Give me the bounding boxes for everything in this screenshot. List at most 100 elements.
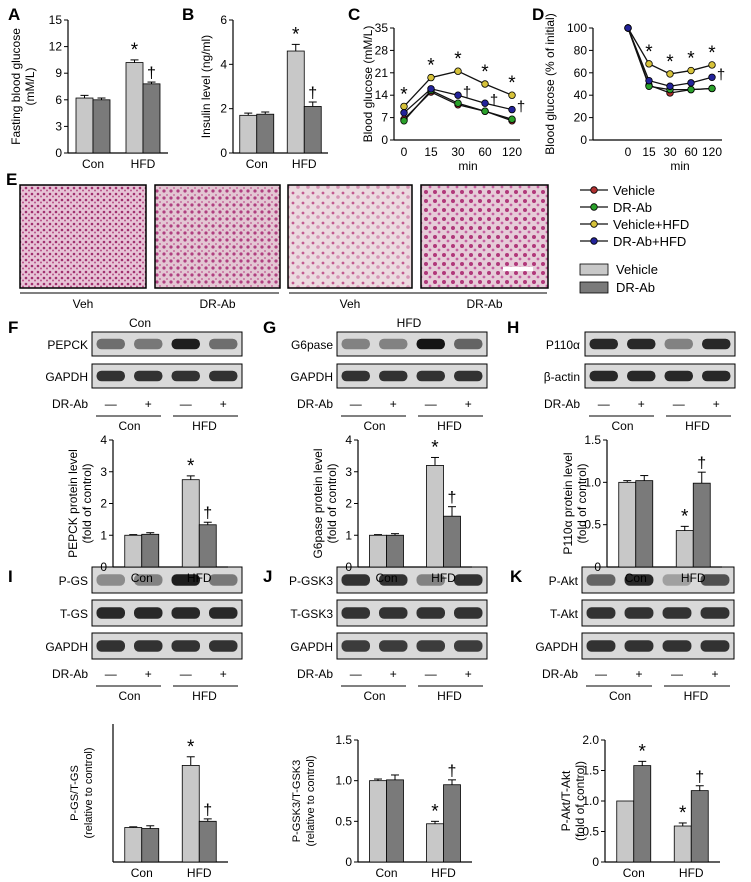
bar: [386, 534, 404, 568]
significance-mark: †: [717, 66, 725, 83]
blot-band: [341, 370, 370, 382]
y-tick-label: 9: [55, 66, 62, 80]
treatment-sign: —: [425, 397, 437, 411]
legend-marker: [590, 203, 598, 211]
significance-mark: †: [203, 802, 212, 819]
y-tick-label: 1.0: [582, 794, 599, 808]
significance-mark: *: [666, 52, 674, 73]
x-tick-label: HFD: [187, 866, 212, 880]
bar-chart-J: 0 0.5 1.0 1.5 P-GSK3/T-GSK3 (relative to cont…: [291, 733, 472, 880]
bar-chart-H: 0 0.5 1.0 1.5 P110α protein level (fold of co…: [561, 433, 722, 585]
series-point: [481, 80, 489, 88]
blot-band: [209, 338, 238, 350]
significance-mark: †: [463, 84, 471, 101]
panel-letter-H: H: [507, 318, 519, 337]
blot-row-label: PEPCK: [47, 338, 88, 352]
significance-mark: *: [187, 737, 195, 758]
y-tick-label: 20: [574, 111, 588, 125]
treatment-sign: +: [390, 397, 397, 411]
bar: [616, 800, 635, 863]
blot-band: [209, 607, 238, 619]
y-axis-label: Fasting blood glucose: [9, 28, 23, 145]
blot-band: [134, 607, 163, 619]
group-label: HFD: [685, 419, 710, 433]
bar-chart-B: 0 2 4 6 Insulin level (ng/ml) Con HFD * †: [199, 13, 328, 171]
blot-band: [134, 640, 163, 652]
y-axis-label: Insulin level (ng/ml): [199, 35, 213, 138]
bar: [124, 827, 143, 863]
blot-row-label: GAPDH: [45, 640, 88, 654]
bar-chart-F: 0 1 2 3 4 PEPCK protein level (fold of control…: [66, 433, 228, 585]
treatment-sign: —: [105, 667, 117, 681]
treatment-sign: —: [425, 667, 437, 681]
series-point: [454, 67, 462, 75]
histology-group-label: HFD: [397, 316, 422, 330]
treatment-sign: —: [350, 667, 362, 681]
y-axis-label: PEPCK protein level: [66, 449, 80, 558]
y-axis-label-unit: (mM/L): [23, 68, 37, 106]
western-blot-I: P-GS T-GS GAPDH DR-Ab — + — + Con HFD: [45, 566, 243, 703]
series-point: [708, 84, 716, 93]
y-tick-label: 0: [100, 560, 107, 574]
blot-band: [171, 607, 200, 619]
y-axis-label-unit: (fold of control): [573, 761, 587, 841]
western-blot-G: G6pase GAPDH DR-Ab — + — + Con HFD: [290, 331, 488, 433]
blot-band: [416, 640, 445, 652]
significance-mark: *: [131, 40, 139, 61]
y-tick-label: 2.0: [582, 733, 599, 747]
x-tick-label: 30: [451, 145, 465, 159]
blot-band: [209, 574, 238, 586]
y-axis-label-unit: (fold of control): [80, 463, 94, 543]
x-tick-label: HFD: [679, 866, 704, 880]
treatment-sign: +: [390, 667, 397, 681]
blot-band: [379, 574, 408, 586]
y-tick-label: 14: [375, 88, 389, 102]
series-point: [624, 24, 632, 32]
x-tick-label: 60: [684, 145, 698, 159]
treatment-sign: +: [713, 397, 720, 411]
y-tick-label: 3: [55, 119, 62, 133]
y-tick-label: 0: [220, 146, 227, 160]
y-tick-label: 1.0: [584, 475, 601, 489]
western-blot-H: P110α β-actin DR-Ab — + — + Con HFD: [544, 331, 736, 433]
y-tick-label: 0: [594, 560, 601, 574]
series-point: [645, 76, 653, 85]
significance-mark: *: [481, 62, 489, 83]
blot-band: [96, 640, 125, 652]
y-tick-label: 1: [345, 528, 352, 542]
bar: [426, 823, 444, 863]
legend: Vehicle DR-Ab Vehicle+HFD DR-Ab+HFD Vehicle D…: [579, 183, 689, 295]
y-tick-label: 3: [345, 465, 352, 479]
blot-band: [96, 574, 125, 586]
treatment-sign: —: [180, 667, 192, 681]
significance-mark: *: [645, 42, 653, 63]
y-axis-label: P110α protein level: [561, 452, 575, 554]
y-axis-label: Blood glucose (mM/L): [361, 26, 375, 143]
blot-band: [589, 370, 618, 382]
y-tick-label: 1.5: [582, 764, 599, 778]
blot-band: [662, 640, 692, 652]
western-blot-F: PEPCK GAPDH DR-Ab — + — + Con HFD: [45, 331, 243, 433]
y-tick-label: 2: [100, 497, 107, 511]
legend-marker: [590, 237, 598, 245]
blot-band: [664, 338, 693, 350]
group-label: HFD: [192, 419, 217, 433]
treatment-sign: —: [671, 667, 683, 681]
legend-swatch: [579, 281, 609, 294]
blot-band: [586, 574, 616, 586]
bar: [75, 97, 94, 154]
blot-row-label: β-actin: [544, 370, 580, 384]
bar: [673, 825, 692, 863]
x-axis-label: min: [458, 159, 477, 173]
bar: [369, 780, 387, 863]
blot-band: [624, 607, 654, 619]
series-point: [508, 91, 516, 99]
significance-mark: *: [639, 741, 647, 762]
y-tick-label: 0: [345, 560, 352, 574]
blot-band: [171, 574, 200, 586]
group-label: Con: [118, 689, 140, 703]
blot-row-label: GAPDH: [290, 370, 333, 384]
blot-band: [379, 370, 408, 382]
significance-mark: †: [697, 455, 706, 472]
blot-band: [454, 574, 483, 586]
